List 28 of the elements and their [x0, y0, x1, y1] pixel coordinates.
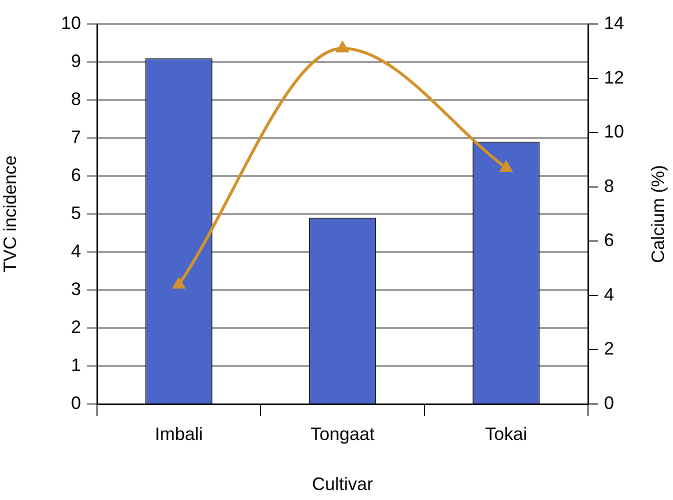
y-tick-label: 4	[70, 240, 81, 261]
y-tick-label: 8	[70, 88, 81, 109]
y2-tick-label: 8	[604, 176, 614, 196]
y-tick-label: 0	[70, 392, 81, 413]
y-tick-label: 3	[70, 278, 81, 299]
y2-tick-label: 10	[604, 122, 624, 142]
y2-tick-label: 2	[604, 338, 614, 359]
y2-axis-title: Calcium (%)	[648, 164, 668, 264]
y-tick-label: 7	[70, 126, 81, 147]
y2-tick-label: 12	[604, 67, 624, 88]
point	[336, 40, 350, 52]
x-tick-label: Tongaat	[310, 424, 375, 444]
y-tick-label: 1	[70, 354, 81, 375]
y-axis-title: TVC incidence	[0, 155, 20, 273]
y-tick-label: 6	[70, 164, 81, 185]
point	[172, 277, 186, 289]
y2-tick-label: 14	[604, 12, 624, 33]
point	[500, 160, 513, 172]
y2-tick-label: 6	[604, 230, 614, 250]
y-tick-label: 9	[70, 50, 81, 71]
y-tick-label: 10	[60, 12, 81, 33]
x-axis-title: Cultivar	[312, 474, 374, 494]
y2-tick-label: 4	[604, 284, 614, 304]
x-tick-label: Imbali	[154, 424, 203, 444]
y2-tick-label: 0	[604, 392, 614, 413]
y-tick-label: 2	[70, 316, 81, 337]
y-tick-label: 5	[70, 202, 81, 223]
x-tick-label: Tokai	[485, 424, 528, 444]
